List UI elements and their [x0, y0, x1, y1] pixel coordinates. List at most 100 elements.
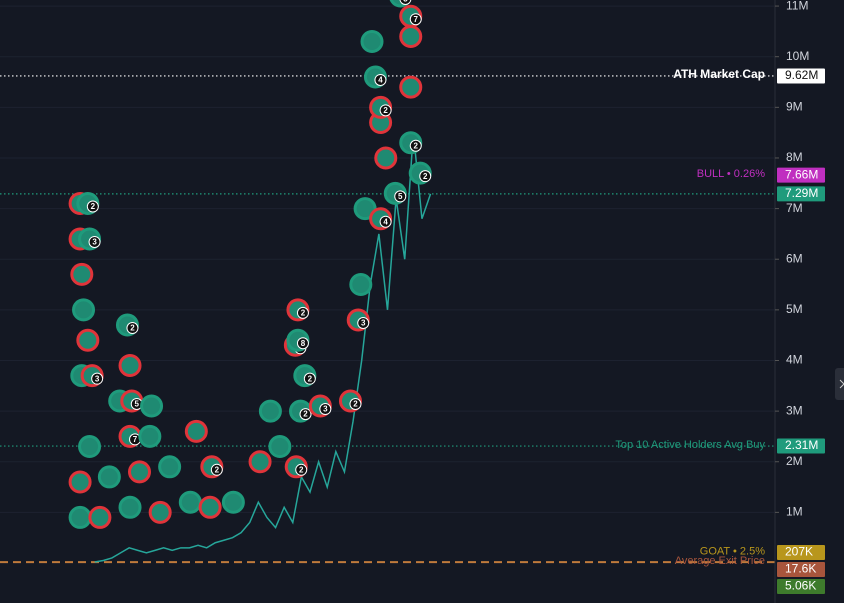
level-tag-label: 5.06K	[785, 579, 816, 593]
level-tag	[777, 186, 825, 202]
level-label: ATH Market Cap	[673, 67, 765, 81]
bubble-count: 2	[91, 202, 96, 211]
y-tick-label: 3M	[786, 403, 803, 417]
bubble-count: 5	[135, 400, 140, 409]
level-label: Top 10 Active Holders Avg Buy	[615, 439, 765, 451]
level-tag-label: 7.66M	[785, 167, 818, 181]
bubble-count: 3	[323, 405, 328, 414]
y-tick-label: 9M	[786, 100, 803, 114]
trade-bubble	[70, 262, 94, 286]
trade-bubble	[97, 465, 121, 489]
trade-bubble	[118, 354, 142, 378]
level-tag-label: 207K	[785, 545, 813, 559]
level-tag-label: 7.29M	[785, 186, 818, 200]
trade-bubble	[374, 146, 398, 170]
bubble-badge	[399, 0, 412, 5]
bubble-badge	[319, 403, 332, 416]
bubble-badge	[409, 13, 422, 26]
bubble-badge	[86, 200, 99, 213]
bubble-badge	[409, 139, 422, 152]
trade-bubble	[184, 419, 208, 443]
bubble-badge	[210, 463, 223, 476]
trade-bubble	[178, 490, 202, 514]
trade-bubble	[268, 435, 292, 459]
bubble-badge	[295, 463, 308, 476]
bubble-count: 2	[130, 324, 135, 333]
y-tick-label: 1M	[786, 505, 803, 519]
trade-bubble	[221, 490, 245, 514]
level-tag	[777, 167, 825, 183]
bubble-count: 2	[353, 400, 358, 409]
bubble-count: 4	[378, 76, 383, 85]
trade-bubble	[248, 450, 272, 474]
trade-bubble	[399, 75, 423, 99]
bubble-count: 2	[301, 308, 306, 317]
level-label: BULL • 0.26%	[697, 168, 765, 180]
trade-bubble	[76, 328, 100, 352]
trade-bubble	[88, 505, 112, 529]
bubble-count: 3	[361, 319, 366, 328]
trade-bubble	[258, 399, 282, 423]
trade-bubble	[360, 30, 384, 54]
bubble-badge	[394, 190, 407, 203]
bubble-badge	[374, 73, 387, 86]
bubble-count: 2	[308, 374, 313, 383]
y-tick-label: 4M	[786, 353, 803, 367]
bubble-count: 7	[133, 435, 138, 444]
level-label: GOAT • 2.5%	[700, 545, 765, 557]
bubble-badge	[349, 397, 362, 410]
trade-bubble	[349, 273, 373, 297]
trade-bubble	[72, 298, 96, 322]
trade-bubble	[68, 470, 92, 494]
bubble-badge	[379, 215, 392, 228]
bubble-badge	[296, 337, 309, 350]
level-tag-label: 17.6K	[785, 562, 816, 576]
bubble-badge	[91, 372, 104, 385]
level-tag-label: 9.62M	[785, 68, 818, 82]
bubble-count: 3	[403, 0, 408, 4]
trade-bubble	[128, 460, 151, 484]
y-tick-label: 5M	[786, 302, 803, 316]
trade-bubble	[399, 24, 423, 48]
level-tag	[777, 545, 825, 561]
price-line	[94, 132, 432, 563]
level-tag	[777, 438, 825, 454]
trade-bubble	[353, 197, 377, 221]
y-tick-label: 6M	[786, 251, 803, 265]
bubble-count: 2	[299, 465, 304, 474]
bubble-badge	[126, 322, 139, 335]
bubble-badge	[88, 235, 101, 248]
bubble-count: 8	[301, 339, 306, 348]
bubble-count: 2	[414, 141, 419, 150]
bubble-count: 2	[303, 410, 308, 419]
trade-bubble	[78, 435, 102, 459]
trade-bubble	[198, 495, 222, 519]
bubble-badge	[299, 408, 312, 421]
level-tag	[777, 579, 825, 595]
level-tag	[777, 562, 825, 578]
y-tick-label: 7M	[786, 201, 803, 215]
bubble-badge	[419, 170, 432, 183]
bubble-count: 4	[383, 217, 388, 226]
bubble-count: 7	[414, 15, 419, 24]
side-tab[interactable]	[835, 368, 844, 400]
bubble-count: 2	[215, 465, 220, 474]
bubble-badge	[379, 104, 392, 117]
bubble-count: 3	[95, 374, 100, 383]
bubble-badge	[296, 306, 309, 319]
level-label: Average Exit Price	[675, 555, 765, 567]
bubble-badge	[357, 316, 370, 329]
level-tag-label: 2.31M	[785, 438, 818, 452]
trade-bubble	[140, 394, 164, 418]
trade-bubble	[138, 424, 162, 448]
bubble-count: 2	[383, 106, 388, 115]
bubble-badge	[303, 372, 316, 385]
y-tick-label: 8M	[786, 150, 803, 164]
trade-bubble	[148, 500, 172, 524]
y-tick-label: 11M	[786, 0, 808, 12]
side-tab-arrow	[839, 379, 844, 389]
bubble-count: 2	[423, 172, 428, 181]
level-tag	[777, 68, 825, 84]
